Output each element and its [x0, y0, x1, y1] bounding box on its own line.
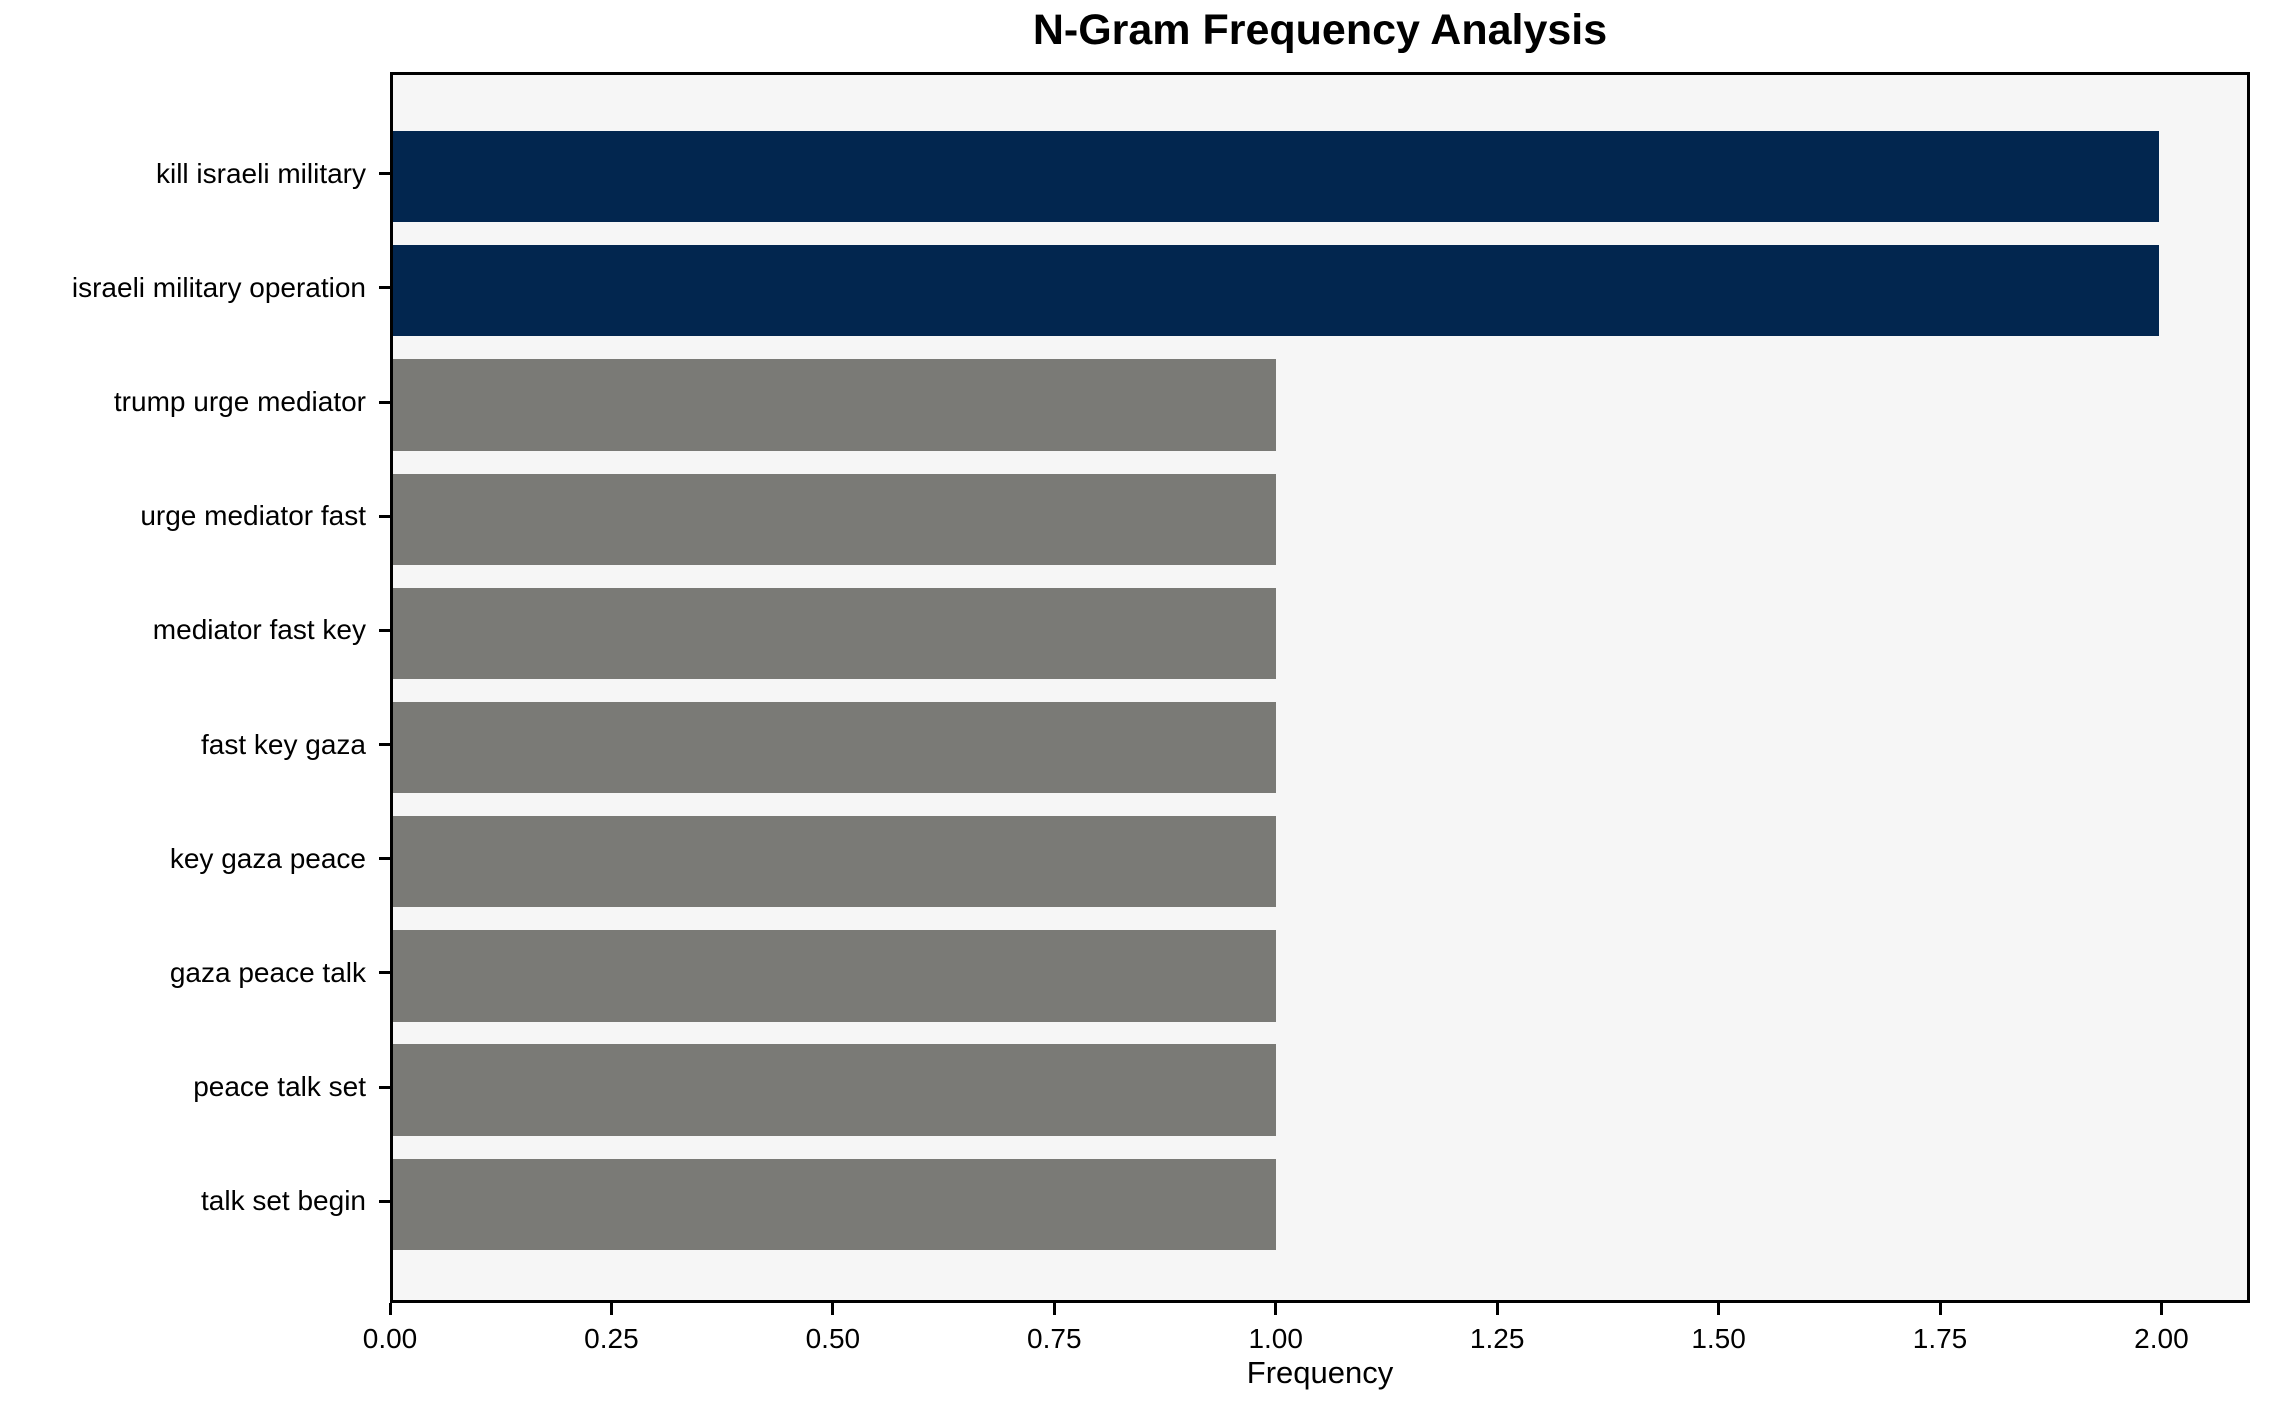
y-tick-mark [379, 286, 390, 290]
x-axis-title: Frequency [1246, 1355, 1394, 1390]
x-tick-label: 0.00 [362, 1323, 418, 1354]
x-tick-label: 1.00 [1248, 1323, 1303, 1354]
chart-bar [393, 1044, 1276, 1136]
x-tick-mark [388, 1303, 392, 1315]
chart-bar [393, 1158, 1276, 1251]
chart-bar [393, 245, 2159, 337]
chart-bar [393, 359, 1276, 451]
x-tick-label: 1.75 [1912, 1323, 1968, 1354]
y-tick-mark [379, 628, 390, 632]
y-tick-label: fast key gaza [201, 728, 366, 760]
y-tick-mark [379, 971, 390, 975]
chart-bar [393, 701, 1276, 794]
y-tick-label: talk set begin [201, 1185, 366, 1217]
y-tick-mark [379, 1085, 390, 1089]
x-tick-label: 1.50 [1691, 1323, 1746, 1354]
x-tick-label: 2.00 [2134, 1323, 2189, 1354]
x-tick-label: 0.50 [805, 1323, 861, 1354]
y-tick-mark [379, 857, 390, 861]
chart-bar [393, 473, 1276, 565]
x-tick-label: 0.75 [1027, 1323, 1082, 1354]
y-tick-mark [379, 743, 390, 747]
y-tick-label: gaza peace talk [169, 956, 366, 988]
x-tick-mark [1052, 1303, 1056, 1315]
chart-bar [393, 930, 1276, 1022]
chart-bar [393, 816, 1276, 908]
x-tick-mark [1495, 1303, 1499, 1315]
chart-bar [393, 587, 1276, 680]
y-tick-mark [379, 172, 390, 176]
x-tick-label: 1.25 [1469, 1323, 1525, 1354]
x-tick-mark [1717, 1303, 1721, 1315]
x-tick-mark [1938, 1303, 1942, 1315]
y-tick-mark [379, 1199, 390, 1203]
x-tick-mark [831, 1303, 835, 1315]
x-tick-mark [1274, 1303, 1278, 1315]
plot-area [390, 72, 2250, 1303]
y-tick-label: mediator fast key [152, 614, 366, 646]
y-tick-label: urge mediator fast [140, 500, 366, 532]
y-tick-label: trump urge mediator [113, 386, 366, 418]
y-tick-label: kill israeli military [155, 157, 366, 189]
y-tick-label: israeli military operation [71, 271, 366, 303]
y-tick-mark [379, 514, 390, 518]
y-tick-mark [379, 400, 390, 404]
x-tick-mark [609, 1303, 613, 1315]
x-tick-label: 0.25 [584, 1323, 639, 1354]
x-tick-mark [2159, 1303, 2163, 1315]
chart-title: N-Gram Frequency Analysis [1032, 6, 1608, 54]
y-tick-label: peace talk set [193, 1071, 366, 1103]
chart-bar [393, 130, 2159, 223]
y-tick-label: key gaza peace [169, 842, 366, 874]
